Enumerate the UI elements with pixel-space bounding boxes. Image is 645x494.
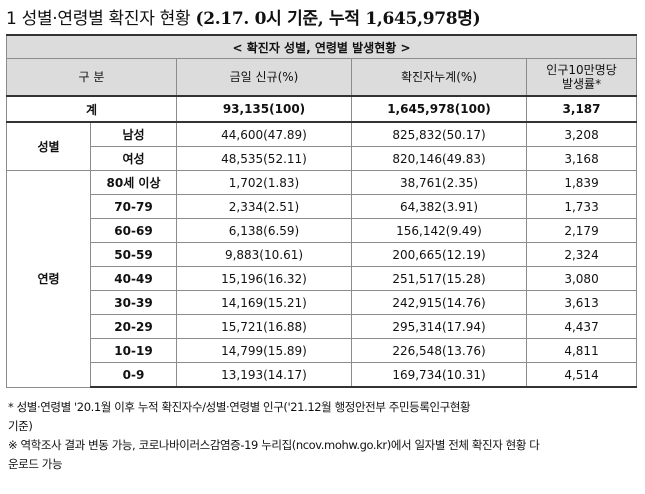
table-row: 여성 48,535(52.11) 820,146(49.83) 3,168	[7, 146, 638, 171]
row-new: 15,196(16.32)	[176, 266, 352, 291]
header-rate: 인구10만명당 발생률*	[525, 58, 638, 97]
row-new: 13,193(14.17)	[176, 362, 352, 388]
row-cumulative: 242,915(14.76)	[351, 290, 527, 315]
table-row: 50-59 9,883(10.61) 200,665(12.19) 2,324	[7, 242, 638, 267]
row-label: 여성	[90, 146, 177, 171]
total-new: 93,135(100)	[176, 95, 352, 123]
row-label: 70-79	[90, 194, 177, 219]
gender-group-label: 성별	[6, 121, 91, 171]
row-new: 14,799(15.89)	[176, 338, 352, 363]
page-title: 1 성별·연령별 확진자 현황 (2.17. 0시 기준, 누적 1,645,9…	[6, 4, 481, 29]
row-new: 14,169(15.21)	[176, 290, 352, 315]
total-row: 계 93,135(100) 1,645,978(100) 3,187	[6, 95, 638, 123]
row-rate: 1,839	[525, 170, 638, 195]
row-cumulative: 820,146(49.83)	[351, 146, 527, 171]
header-new-cases: 금일 신규(%)	[176, 58, 352, 97]
total-label: 계	[6, 95, 177, 123]
row-cumulative: 295,314(17.94)	[351, 314, 527, 339]
table-row: 20-29 15,721(16.88) 295,314(17.94) 4,437	[7, 314, 638, 339]
row-new: 2,334(2.51)	[176, 194, 352, 219]
footnote-line: 기준)	[8, 419, 33, 433]
row-cumulative: 156,142(9.49)	[351, 218, 527, 243]
row-new: 44,600(47.89)	[176, 121, 352, 147]
footnote-line: 운로드 가능	[8, 457, 63, 471]
row-rate: 3,613	[525, 290, 638, 315]
row-new: 15,721(16.88)	[176, 314, 352, 339]
header-rate-line2: 발생률*	[561, 77, 602, 91]
row-label: 60-69	[90, 218, 177, 243]
footnote-line: * 성별·연령별 '20.1월 이후 누적 확진자수/성별·연령별 인구('21…	[8, 400, 471, 414]
table-caption: < 확진자 성별, 연령별 발생현황 >	[5, 34, 638, 59]
row-cumulative: 200,665(12.19)	[351, 242, 527, 267]
row-new: 6,138(6.59)	[176, 218, 352, 243]
row-new: 48,535(52.11)	[176, 146, 352, 171]
row-rate: 3,168	[525, 146, 638, 171]
row-cumulative: 64,382(3.91)	[351, 194, 527, 219]
header-cumulative: 확진자누계(%)	[351, 58, 527, 97]
row-rate: 3,080	[525, 266, 638, 291]
table-row: 40-49 15,196(16.32) 251,517(15.28) 3,080	[7, 266, 638, 291]
title-suffix: (2.17. 0시 기준, 누적 1,645,978명)	[195, 9, 481, 29]
row-cumulative: 825,832(50.17)	[351, 121, 527, 147]
row-rate: 2,179	[525, 218, 638, 243]
row-new: 9,883(10.61)	[176, 242, 352, 267]
table-row: 성별 남성 44,600(47.89) 825,832(50.17) 3,208	[6, 121, 638, 171]
row-label: 80세 이상	[90, 170, 177, 195]
row-label: 10-19	[90, 338, 177, 363]
row-label: 남성	[90, 121, 177, 147]
row-label: 50-59	[90, 242, 177, 267]
title-prefix: 1 성별·연령별 확진자 현황	[6, 9, 191, 29]
cases-table: < 확진자 성별, 연령별 발생현황 > 구 분 금일 신규(%) 확진자누계(…	[5, 34, 638, 388]
row-cumulative: 38,761(2.35)	[351, 170, 527, 195]
row-rate: 4,437	[525, 314, 638, 339]
table-row: 연령 80세 이상 1,702(1.83) 38,761(2.35) 1,839	[6, 170, 638, 388]
row-rate: 4,514	[525, 362, 638, 388]
row-new: 1,702(1.83)	[176, 170, 352, 195]
table-header-row: 구 분 금일 신규(%) 확진자누계(%) 인구10만명당 발생률*	[6, 58, 638, 97]
footnote-line: ※ 역학조사 결과 변동 가능, 코로나바이러스감염증-19 누리집(ncov.…	[8, 438, 540, 452]
row-cumulative: 169,734(10.31)	[351, 362, 527, 388]
row-rate: 1,733	[525, 194, 638, 219]
row-rate: 4,811	[525, 338, 638, 363]
row-label: 20-29	[90, 314, 177, 339]
total-cumulative: 1,645,978(100)	[351, 95, 527, 123]
row-label: 0-9	[90, 362, 177, 388]
age-group-label: 연령	[6, 170, 91, 388]
row-cumulative: 226,548(13.76)	[351, 338, 527, 363]
row-rate: 3,208	[525, 121, 638, 147]
row-rate: 2,324	[525, 242, 638, 267]
row-label: 40-49	[90, 266, 177, 291]
footnotes: * 성별·연령별 '20.1월 이후 누적 확진자수/성별·연령별 인구('21…	[8, 398, 638, 474]
header-rate-line1: 인구10만명당	[546, 63, 617, 77]
table-row: 10-19 14,799(15.89) 226,548(13.76) 4,811	[7, 338, 638, 363]
table-row: 70-79 2,334(2.51) 64,382(3.91) 1,733	[7, 194, 638, 219]
row-cumulative: 251,517(15.28)	[351, 266, 527, 291]
total-rate: 3,187	[525, 95, 638, 123]
table-row: 30-39 14,169(15.21) 242,915(14.76) 3,613	[7, 290, 638, 315]
table-row: 60-69 6,138(6.59) 156,142(9.49) 2,179	[7, 218, 638, 243]
table-row: 0-9 13,193(14.17) 169,734(10.31) 4,514	[7, 362, 638, 388]
table-caption-row: < 확진자 성별, 연령별 발생현황 >	[5, 34, 638, 59]
row-label: 30-39	[90, 290, 177, 315]
header-category: 구 분	[6, 58, 177, 97]
